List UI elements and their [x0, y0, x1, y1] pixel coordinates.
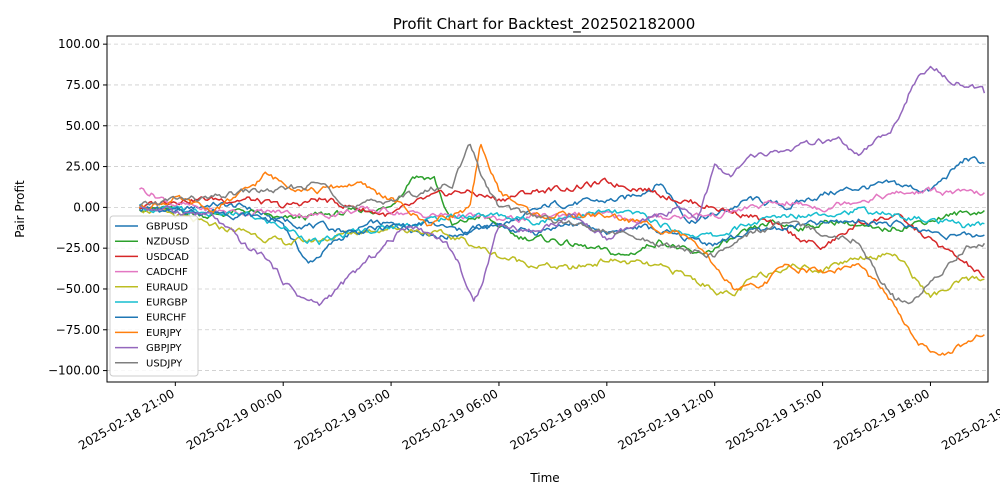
series-line-usdjpy — [138, 143, 986, 305]
legend-label-cadchf: CADCHF — [146, 267, 188, 278]
y-tick-label-0: 100.00 — [58, 37, 100, 51]
legend-label-eurchf: EURCHF — [146, 313, 187, 324]
y-tick-label-2: 50.00 — [66, 119, 100, 133]
y-tick-label-5: −25.00 — [56, 241, 100, 255]
y-axis-ticks: 100.00 75.00 50.00 25.00 0.00 −25.00 −50.00 −75… — [48, 37, 107, 378]
legend-label-gbpusd: GBPUSD — [146, 222, 188, 233]
series-line-usdcad — [139, 177, 985, 279]
legend-label-nzdusd: NZDUSD — [146, 237, 190, 248]
series-line-cadchf — [138, 186, 985, 224]
legend-label-eurgbp: EURGBP — [146, 298, 187, 309]
series-line-gbpusd — [138, 156, 985, 264]
legend-label-usdjpy: USDJPY — [146, 358, 183, 369]
series-lines — [138, 65, 986, 356]
y-tick-label-4: 0.00 — [73, 200, 100, 214]
series-line-euraud — [138, 206, 985, 298]
legend-label-eurjpy: EURJPY — [146, 328, 182, 339]
plot-frame — [106, 35, 989, 383]
series-line-eurjpy — [138, 143, 985, 356]
legend: GBPUSD NZDUSD USDCAD CADCHF EURAUD EURGBP EURC… — [109, 215, 199, 377]
legend-label-gbpjpy: GBPJPY — [146, 343, 182, 354]
y-tick-label-1: 75.00 — [66, 78, 100, 92]
y-axis-title: Pair Profit — [13, 180, 27, 238]
series-line-eurgbp — [139, 203, 985, 246]
y-tick-label-6: −50.00 — [56, 282, 100, 296]
y-tick-label-3: 25.00 — [66, 160, 100, 174]
legend-label-euraud: EURAUD — [146, 282, 188, 293]
y-tick-label-8: −100.00 — [48, 364, 100, 378]
chart-title: Profit Chart for Backtest_202502182000 — [393, 15, 696, 34]
series-line-eurchf — [138, 206, 985, 247]
series-line-gbpjpy — [138, 65, 986, 307]
legend-label-usdcad: USDCAD — [146, 252, 189, 263]
y-tick-label-7: −75.00 — [56, 323, 100, 337]
x-axis-title: Time — [529, 471, 559, 485]
